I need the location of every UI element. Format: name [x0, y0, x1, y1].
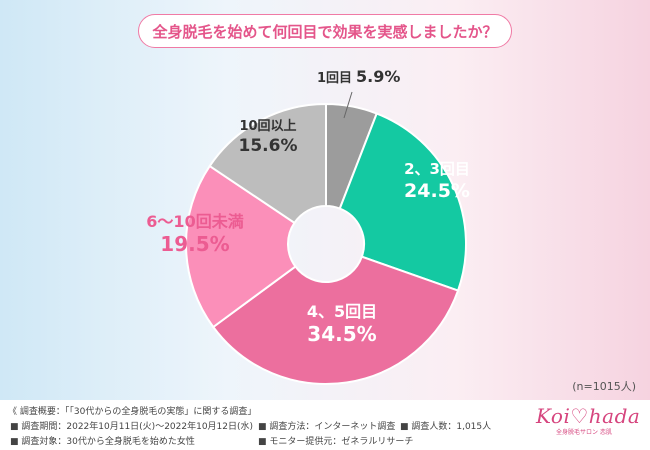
leader-line	[343, 91, 353, 119]
slice-value-1: 24.5%	[404, 180, 470, 202]
donut-slice-2	[211, 255, 460, 385]
survey-period: ■ 調査期間：2022年10月11日(火)～2022年10月12日(水)	[10, 422, 254, 432]
slice-value-0: 5.9%	[356, 67, 400, 86]
slice-label-0: 1回目	[317, 71, 352, 86]
sample-size-note: (n=1015人)	[572, 380, 636, 393]
respondent-count: ■ 調査人数：1,015人	[400, 422, 492, 432]
chart-panel: 全身脱毛を始めて何回目で効果を実感しましたか？ 1回目 5.9% 2、3回目 24.5…	[0, 0, 650, 400]
slice-label-2: 4、5回目	[307, 302, 377, 321]
donut-slice-1	[338, 112, 467, 292]
survey-overview: 《 調査概要：「「30代からの全身脱毛の実態」に関する調査」	[8, 407, 257, 417]
brand-logo: Koi♡hada 全身脱毛サロン 恋肌	[536, 404, 641, 436]
monitor-provider: ■ モニター提供元：ゼネラルリサーチ	[258, 437, 414, 447]
brand-logo-text: Koi♡hada	[536, 404, 641, 428]
survey-target: ■ 調査対象：30代から全身脱毛を始めた女性	[10, 437, 195, 447]
slice-label-1: 2、3回目	[404, 160, 470, 178]
survey-method: ■ 調査方法：インターネット調査	[258, 422, 396, 432]
slice-label-4: 10回以上	[239, 119, 296, 134]
brand-tagline: 全身脱毛サロン 恋肌	[556, 429, 612, 436]
slice-label-3: 6〜10回未満	[146, 212, 243, 231]
chart-title: 全身脱毛を始めて何回目で効果を実感しましたか？	[138, 14, 512, 48]
slice-value-2: 34.5%	[307, 322, 376, 346]
slice-value-3: 19.5%	[160, 232, 229, 256]
donut-slice-4	[208, 102, 327, 225]
slice-value-4: 15.6%	[239, 136, 298, 156]
survey-footer: 《 調査概要：「「30代からの全身脱毛の実態」に関する調査」 ■ 調査期間：20…	[0, 400, 650, 450]
